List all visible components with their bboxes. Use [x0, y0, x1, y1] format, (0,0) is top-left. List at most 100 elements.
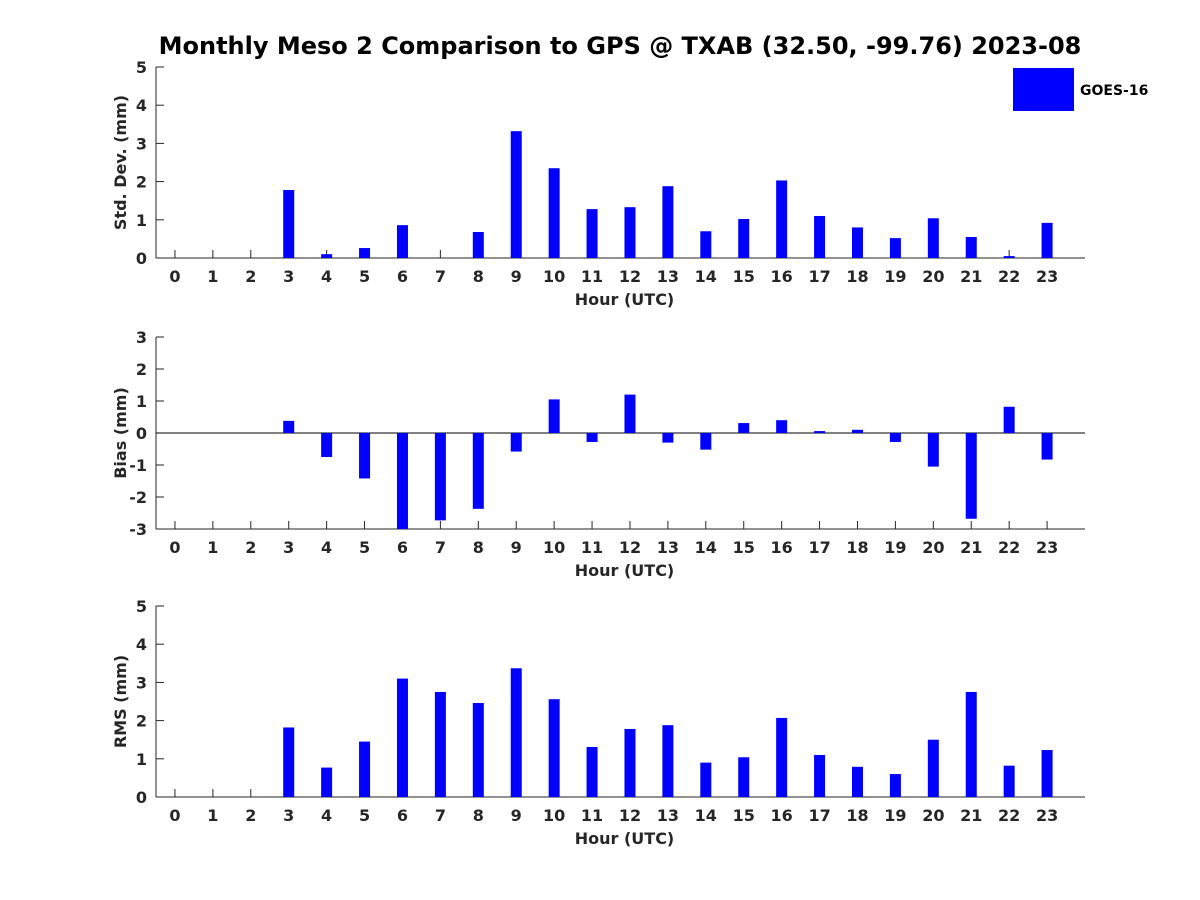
y-tick-label: 1	[136, 392, 147, 411]
bar-hour-19	[889, 774, 901, 797]
bar-hour-18	[851, 429, 863, 433]
x-tick-label: 2	[245, 806, 256, 825]
x-tick-label: 7	[435, 806, 446, 825]
y-tick-label: 0	[136, 788, 147, 807]
x-tick-label: 17	[808, 267, 830, 286]
x-tick-label: 15	[733, 806, 755, 825]
bar-hour-21	[965, 433, 977, 519]
x-tick-label: 9	[511, 538, 522, 557]
y-tick-label: 3	[136, 328, 147, 347]
x-tick-label: 21	[960, 806, 982, 825]
x-tick-label: 6	[397, 538, 408, 557]
x-axis-label: Hour (UTC)	[575, 829, 675, 848]
bar-hour-14	[700, 762, 712, 797]
bar-hour-23	[1041, 222, 1053, 258]
bar-hour-7	[434, 691, 446, 797]
y-tick-label: 1	[136, 211, 147, 230]
x-tick-label: 9	[511, 267, 522, 286]
bar-hour-20	[927, 433, 939, 467]
bar-hour-8	[472, 433, 484, 509]
bar-hour-21	[965, 236, 977, 258]
bar-hour-18	[851, 227, 863, 258]
x-tick-label: 5	[359, 538, 370, 557]
x-tick-label: 0	[169, 538, 180, 557]
bar-hour-23	[1041, 433, 1053, 460]
y-tick-label: 0	[136, 424, 147, 443]
y-tick-label: 5	[136, 597, 147, 616]
x-tick-label: 19	[884, 538, 906, 557]
y-tick-label: -1	[129, 456, 147, 475]
x-tick-label: 17	[808, 538, 830, 557]
bar-hour-13	[662, 725, 674, 797]
bar-hour-6	[396, 678, 408, 797]
x-tick-label: 20	[922, 538, 944, 557]
bar-hour-14	[700, 433, 712, 450]
x-tick-label: 22	[998, 806, 1020, 825]
x-tick-label: 2	[245, 267, 256, 286]
bar-hour-22	[1003, 406, 1015, 433]
bar-hour-19	[889, 238, 901, 258]
x-tick-label: 5	[359, 806, 370, 825]
y-tick-label: 0	[136, 249, 147, 268]
x-tick-label: 14	[695, 267, 717, 286]
bar-hour-5	[359, 248, 371, 258]
y-tick-label: 3	[136, 134, 147, 153]
x-tick-label: 23	[1036, 538, 1058, 557]
x-tick-label: 12	[619, 267, 641, 286]
x-tick-label: 2	[245, 538, 256, 557]
legend: GOES-16	[1013, 68, 1148, 111]
legend-swatch	[1013, 68, 1074, 111]
bar-hour-22	[1003, 765, 1015, 797]
x-tick-label: 3	[283, 267, 294, 286]
x-tick-label: 23	[1036, 267, 1058, 286]
x-tick-label: 13	[657, 267, 679, 286]
x-tick-label: 4	[321, 538, 332, 557]
bar-hour-7	[434, 433, 446, 521]
y-tick-label: -3	[129, 520, 147, 539]
bar-hour-9	[510, 131, 522, 258]
x-tick-label: 21	[960, 267, 982, 286]
x-tick-label: 0	[169, 267, 180, 286]
x-tick-label: 10	[543, 538, 565, 557]
x-tick-label: 16	[771, 538, 793, 557]
bar-hour-5	[359, 433, 371, 479]
x-tick-label: 21	[960, 538, 982, 557]
y-axis-label: RMS (mm)	[111, 655, 130, 748]
bar-hour-6	[396, 225, 408, 258]
x-tick-label: 15	[733, 267, 755, 286]
bar-hour-4	[321, 767, 333, 797]
y-tick-label: 2	[136, 360, 147, 379]
x-tick-label: 0	[169, 806, 180, 825]
x-tick-label: 19	[884, 806, 906, 825]
x-tick-label: 7	[435, 538, 446, 557]
bar-hour-4	[321, 433, 333, 457]
bar-hour-15	[738, 757, 750, 797]
x-tick-label: 14	[695, 806, 717, 825]
x-tick-label: 15	[733, 538, 755, 557]
x-tick-label: 22	[998, 267, 1020, 286]
y-tick-label: 2	[136, 173, 147, 192]
bar-hour-20	[927, 218, 939, 258]
legend-label: GOES-16	[1080, 83, 1148, 99]
y-axis-label: Std. Dev. (mm)	[111, 95, 130, 230]
bar-hour-22	[1003, 256, 1015, 258]
bar-hour-10	[548, 699, 560, 797]
bar-hour-12	[624, 207, 636, 258]
x-axis-label: Hour (UTC)	[575, 561, 675, 580]
x-tick-label: 20	[922, 806, 944, 825]
x-tick-label: 10	[543, 267, 565, 286]
bar-hour-9	[510, 668, 522, 797]
bar-hour-19	[889, 433, 901, 442]
x-tick-label: 18	[846, 267, 868, 286]
x-tick-label: 8	[473, 806, 484, 825]
bar-hour-12	[624, 729, 636, 797]
x-axis-label: Hour (UTC)	[575, 290, 675, 309]
bar-hour-8	[472, 232, 484, 258]
bar-hour-11	[586, 746, 598, 797]
x-tick-label: 20	[922, 267, 944, 286]
x-tick-label: 6	[397, 806, 408, 825]
bar-hour-23	[1041, 750, 1053, 797]
bar-hour-16	[776, 420, 788, 433]
